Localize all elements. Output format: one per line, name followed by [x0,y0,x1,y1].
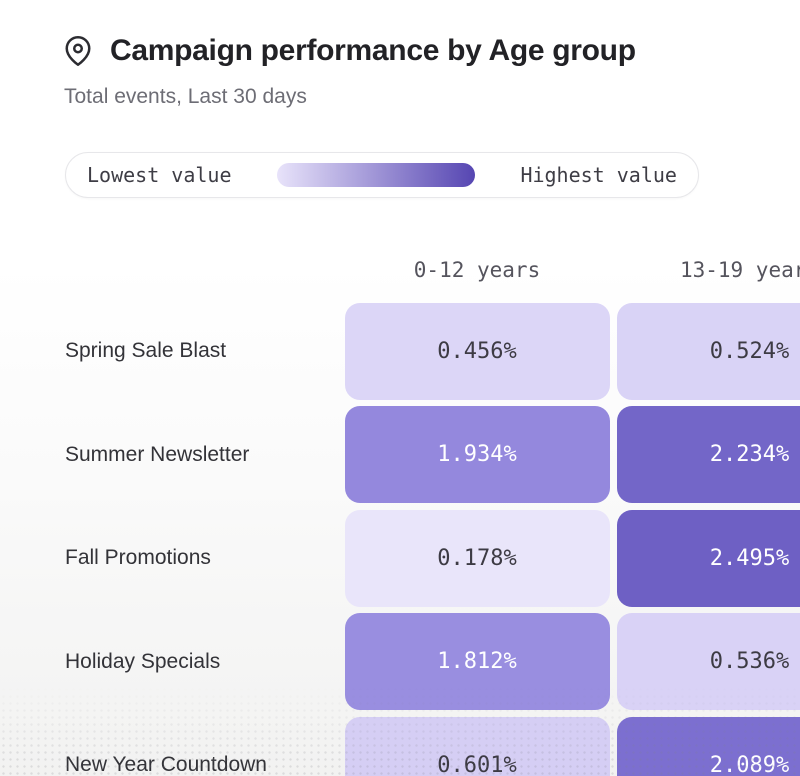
page-title: Campaign performance by Age group [110,34,636,67]
row-label: Summer Newsletter [65,442,250,466]
row-label: Holiday Specials [65,649,221,673]
heatmap-cell: 2.495% [617,509,800,607]
legend-high-label: Highest value [520,163,677,187]
cell-value: 1.934% [437,442,517,467]
heatmap-corner [65,244,337,296]
row-label: New Year Countdown [65,753,267,776]
legend: Lowest value Highest value [65,152,699,198]
heatmap-cell: 0.178% [344,509,610,607]
page-subtitle: Total events, Last 30 days [64,85,307,108]
cell-value: 0.536% [709,649,790,674]
legend-gradient-bar [276,163,475,187]
page-header: Campaign performance by Age group [63,34,636,68]
legend-low-label: Lowest value [87,163,232,187]
row-label: Fall Promotions [65,546,211,569]
heatmap-cell: 0.524% [617,302,800,400]
cell-value: 2.089% [709,752,790,776]
cell-value: 0.601% [437,752,517,776]
heatmap-cell: 2.089% [617,716,800,776]
cell-value: 0.178% [437,545,517,571]
heatmap-cell: 1.934% [344,406,610,503]
heatmap-cell: 0.456% [344,302,610,400]
cell-value: 2.234% [709,442,790,467]
map-pin-icon [63,36,93,66]
heatmap-cell: 1.812% [344,613,610,710]
column-header: 13-19 years [679,258,800,282]
row-label: Spring Sale Blast [65,339,227,362]
cell-value: 0.456% [437,338,517,364]
cell-value: 0.524% [709,338,790,364]
column-header: 0-12 years [413,258,541,282]
cell-value: 2.495% [709,545,790,571]
heatmap: 0-12 years 13-19 years Spring Sale Blast 0.… [65,244,800,776]
cell-value: 1.812% [437,649,517,674]
heatmap-cell: 0.536% [617,613,800,710]
heatmap-cell: 0.601% [344,716,610,776]
heatmap-cell: 2.234% [617,406,800,503]
